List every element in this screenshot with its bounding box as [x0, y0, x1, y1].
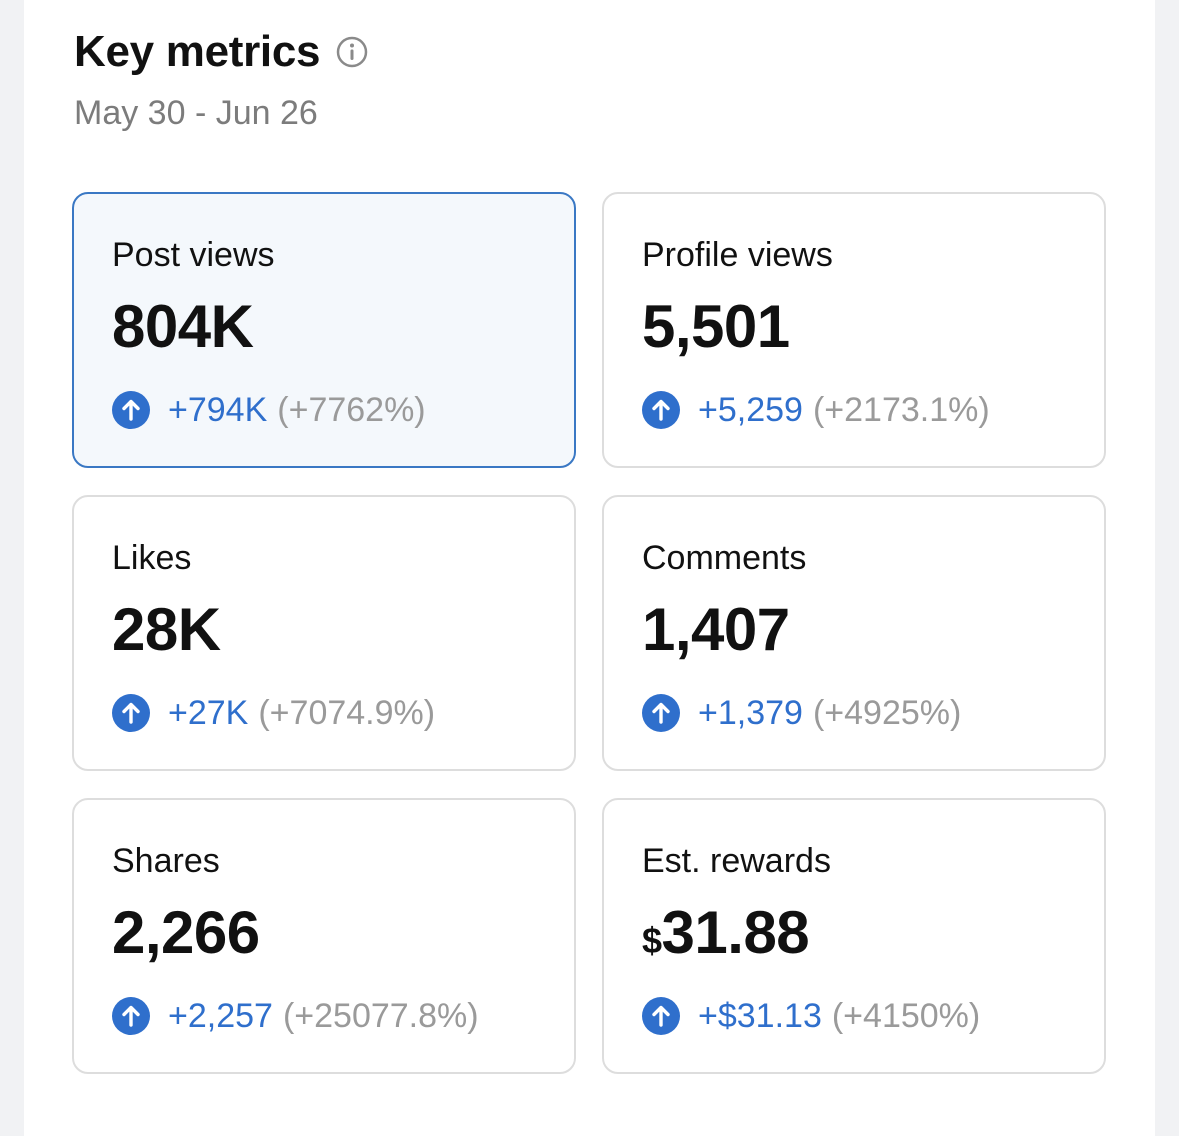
- arrow-up-circle-icon: [642, 997, 680, 1035]
- metric-percent: (+4925%): [812, 693, 962, 732]
- page-title: Key metrics: [74, 27, 321, 76]
- arrow-up-circle-icon: [112, 391, 150, 429]
- metric-value-amount: 31.88: [661, 899, 810, 966]
- arrow-up-circle-icon: [642, 694, 680, 732]
- metric-percent: (+7762%): [277, 390, 426, 429]
- metric-delta: +5,259: [698, 390, 803, 429]
- metric-label: Shares: [112, 842, 220, 880]
- arrow-up-circle-icon: [112, 694, 150, 732]
- date-range: May 30 - Jun 26: [74, 94, 318, 132]
- metric-change: +5,259 (+2173.1%): [642, 390, 990, 430]
- metric-value: 28K: [112, 596, 221, 663]
- metric-label: Likes: [112, 539, 192, 577]
- currency-symbol: $: [642, 920, 662, 961]
- metric-label: Est. rewards: [642, 842, 831, 880]
- metric-percent: (+4150%): [831, 996, 981, 1035]
- key-metrics-panel: Key metrics May 30 - Jun 26 Post views 8…: [24, 0, 1155, 1136]
- metric-delta: +794K: [168, 390, 268, 429]
- metric-label: Post views: [112, 236, 275, 274]
- metric-card-profile-views[interactable]: Profile views 5,501 +5,259 (+2173.1%): [602, 192, 1106, 468]
- key-metrics-header: Key metrics May 30 - Jun 26: [74, 24, 368, 133]
- info-icon[interactable]: [336, 36, 368, 68]
- metric-value: 1,407: [642, 596, 790, 663]
- metric-card-post-views[interactable]: Post views 804K +794K (+7762%): [72, 192, 576, 468]
- metric-percent: (+7074.9%): [258, 693, 436, 732]
- metric-change: +794K (+7762%): [112, 390, 426, 430]
- metric-delta: +27K: [168, 693, 249, 732]
- metric-percent: (+25077.8%): [282, 996, 479, 1035]
- metric-change: +$31.13 (+4150%): [642, 996, 980, 1036]
- metric-card-likes[interactable]: Likes 28K +27K (+7074.9%): [72, 495, 576, 771]
- metric-value: $31.88: [642, 898, 810, 967]
- metric-delta: +1,379: [698, 693, 803, 732]
- metric-change: +1,379 (+4925%): [642, 693, 961, 733]
- metric-label: Comments: [642, 539, 807, 577]
- metric-value: 2,266: [112, 899, 260, 966]
- arrow-up-circle-icon: [112, 997, 150, 1035]
- metric-label: Profile views: [642, 236, 833, 274]
- metric-value: 5,501: [642, 293, 790, 360]
- metric-card-comments[interactable]: Comments 1,407 +1,379 (+4925%): [602, 495, 1106, 771]
- metric-value: 804K: [112, 293, 254, 360]
- title-row: Key metrics: [74, 24, 368, 80]
- metric-change: +27K (+7074.9%): [112, 693, 435, 733]
- metric-delta: +2,257: [168, 996, 273, 1035]
- metric-change: +2,257 (+25077.8%): [112, 996, 479, 1036]
- metric-card-shares[interactable]: Shares 2,266 +2,257 (+25077.8%): [72, 798, 576, 1074]
- metric-card-est-rewards[interactable]: Est. rewards $31.88 +$31.13 (+4150%): [602, 798, 1106, 1074]
- metric-delta: +$31.13: [698, 996, 822, 1035]
- arrow-up-circle-icon: [642, 391, 680, 429]
- metric-percent: (+2173.1%): [812, 390, 990, 429]
